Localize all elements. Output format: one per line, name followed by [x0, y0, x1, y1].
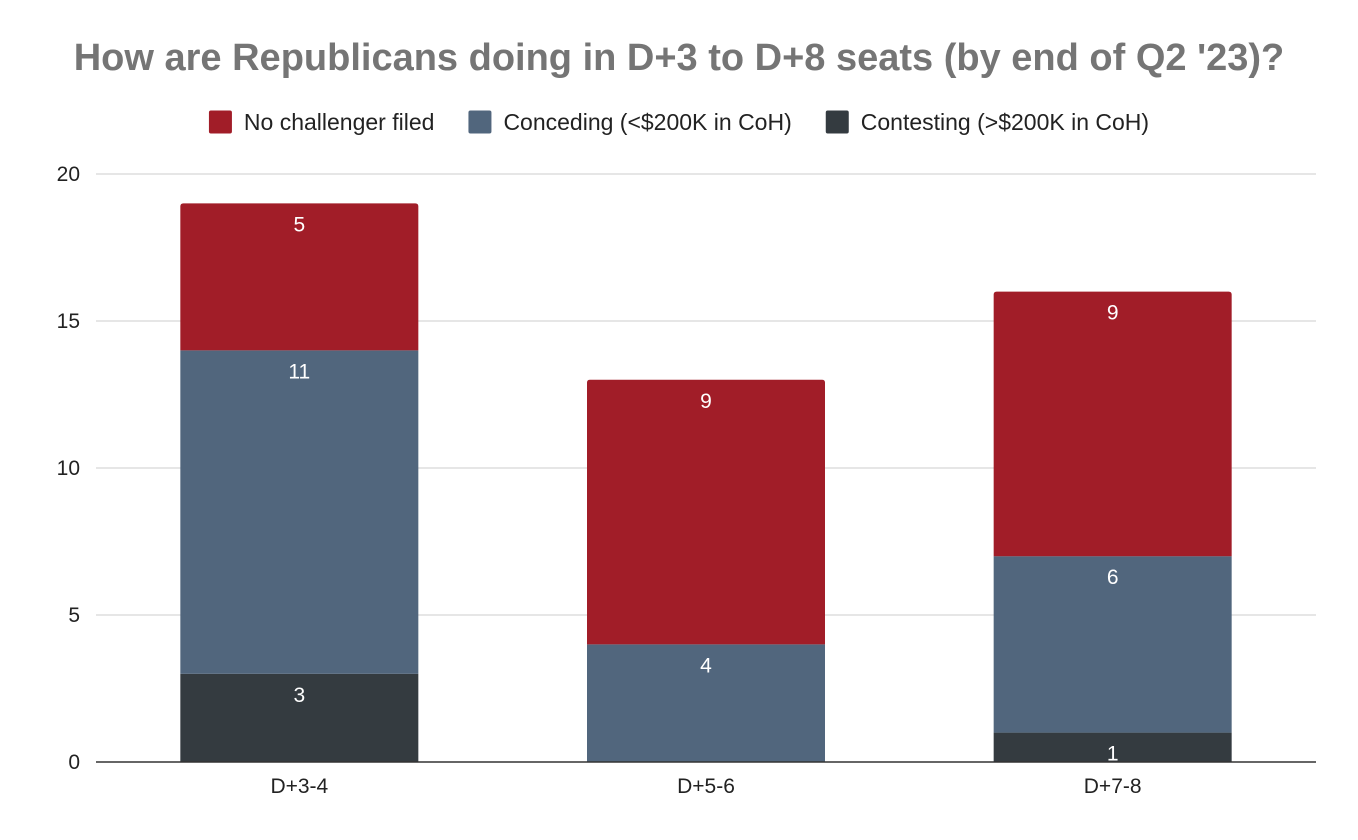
data-label: 3: [293, 684, 305, 707]
bar-d-7-8-contesting-200k-in-coh: [993, 732, 1232, 762]
data-label: 9: [700, 390, 712, 413]
y-tick-label: 0: [68, 751, 80, 774]
bar-stack-d-5-6: [587, 379, 825, 762]
legend-item-contesting-200k-in-coh: Contesting (>$200K in CoH): [825, 109, 1149, 135]
legend-label: Contesting (>$200K in CoH): [861, 109, 1149, 135]
x-tick-label: D+7-8: [1084, 775, 1142, 798]
chart-title: How are Republicans doing in D+3 to D+8 …: [74, 37, 1285, 79]
y-tick-label: 20: [57, 163, 80, 186]
x-tick-label: D+3-4: [270, 775, 328, 798]
bar-d-5-6-conceding-200k-in-coh: [587, 644, 825, 762]
data-label: 6: [1107, 566, 1119, 589]
y-tick-label: 5: [68, 604, 80, 627]
data-label: 11: [288, 360, 310, 383]
legend-swatch: [825, 110, 849, 134]
legend-swatch: [208, 110, 232, 134]
legend-label: No challenger filed: [244, 109, 435, 135]
bar-d-3-4-conceding-200k-in-coh: [180, 350, 419, 674]
legend-item-no-challenger-filed: No challenger filed: [208, 109, 435, 135]
bar-stacks: [180, 203, 1232, 762]
bar-stack-d-3-4: [180, 203, 419, 762]
legend-swatch: [468, 110, 492, 134]
bar-d-3-4-contesting-200k-in-coh: [180, 673, 419, 762]
data-labels: 3 11 5 4 9 1 6 9: [288, 213, 1118, 765]
data-label: 1: [1107, 743, 1119, 766]
bar-d-7-8-no-challenger-filed: [993, 291, 1232, 557]
data-label: 9: [1107, 302, 1119, 325]
chart-legend: No challenger filed Conceding (<$200K in …: [208, 109, 1149, 135]
data-label: 5: [293, 213, 305, 236]
bar-d-3-4-no-challenger-filed: [180, 203, 419, 351]
bar-d-5-6-no-challenger-filed: [587, 379, 825, 645]
legend-label: Conceding (<$200K in CoH): [503, 109, 791, 135]
x-axis-categories: D+3-4 D+5-6 D+7-8: [270, 775, 1141, 798]
bar-stack-d-7-8: [993, 291, 1232, 762]
legend-item-conceding-200k-in-coh: Conceding (<$200K in CoH): [468, 109, 792, 135]
data-label: 4: [700, 654, 712, 677]
y-axis-ticks: 0 5 10 15 20: [57, 163, 80, 774]
x-tick-label: D+5-6: [677, 775, 735, 798]
y-tick-label: 10: [57, 457, 80, 480]
bar-d-7-8-conceding-200k-in-coh: [993, 556, 1232, 733]
y-tick-label: 15: [57, 310, 80, 333]
